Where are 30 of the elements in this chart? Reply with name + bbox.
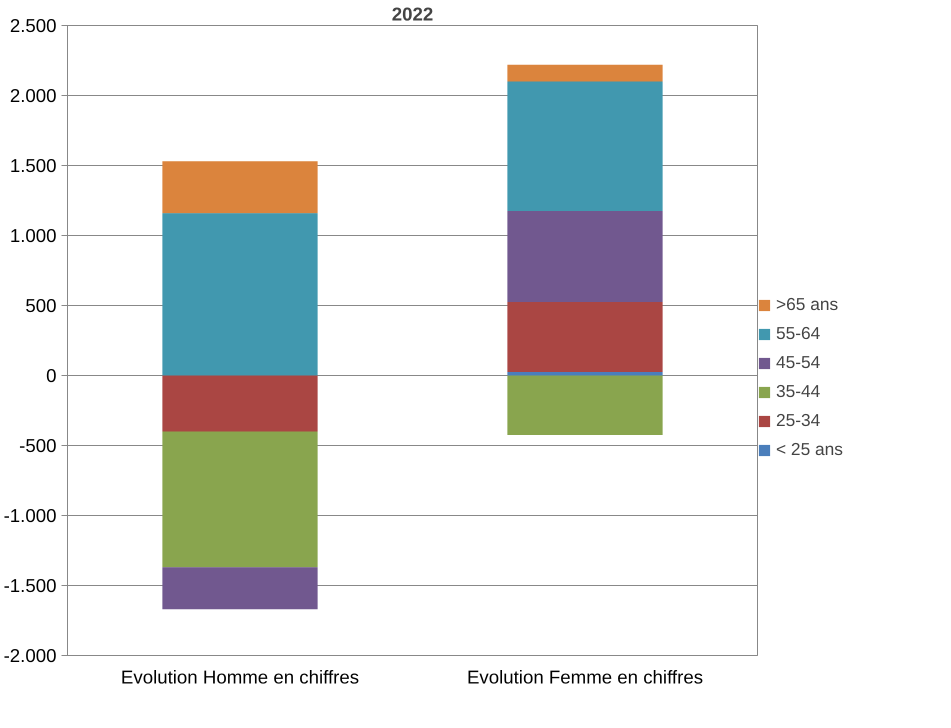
legend-label: >65 ans bbox=[776, 294, 838, 315]
y-tick-label: 1.500 bbox=[10, 155, 56, 176]
legend-label: 55-64 bbox=[776, 323, 820, 344]
y-tick-label: 500 bbox=[25, 295, 57, 316]
y-tick-label: 0 bbox=[46, 365, 57, 386]
y-tick-label: -2.000 bbox=[4, 645, 57, 666]
x-tick-label: Evolution Femme en chiffres bbox=[466, 666, 704, 688]
legend-label: 45-54 bbox=[776, 352, 820, 373]
x-tick-label: Evolution Homme en chiffres bbox=[120, 666, 360, 688]
y-tick-label: -1.500 bbox=[4, 575, 57, 596]
bar bbox=[507, 372, 663, 376]
bar bbox=[162, 161, 318, 214]
bar bbox=[507, 64, 663, 82]
y-tick-label: -1.000 bbox=[4, 505, 57, 526]
y-tick-label: -500 bbox=[19, 435, 57, 456]
bar bbox=[507, 211, 663, 302]
bar bbox=[162, 567, 318, 610]
legend-label: < 25 ans bbox=[776, 439, 843, 460]
bar bbox=[162, 376, 318, 432]
bar bbox=[162, 432, 318, 568]
bar bbox=[162, 213, 318, 376]
chart-title: 2022 bbox=[392, 4, 434, 24]
bar bbox=[507, 376, 663, 435]
legend-label: 35-44 bbox=[776, 381, 820, 402]
legend-label: 25-34 bbox=[776, 410, 820, 431]
bar bbox=[507, 302, 663, 372]
y-tick-label: 2.500 bbox=[10, 15, 56, 36]
bar bbox=[507, 82, 663, 211]
y-tick-label: 2.000 bbox=[10, 85, 56, 106]
y-tick-label: 1.000 bbox=[10, 225, 56, 246]
